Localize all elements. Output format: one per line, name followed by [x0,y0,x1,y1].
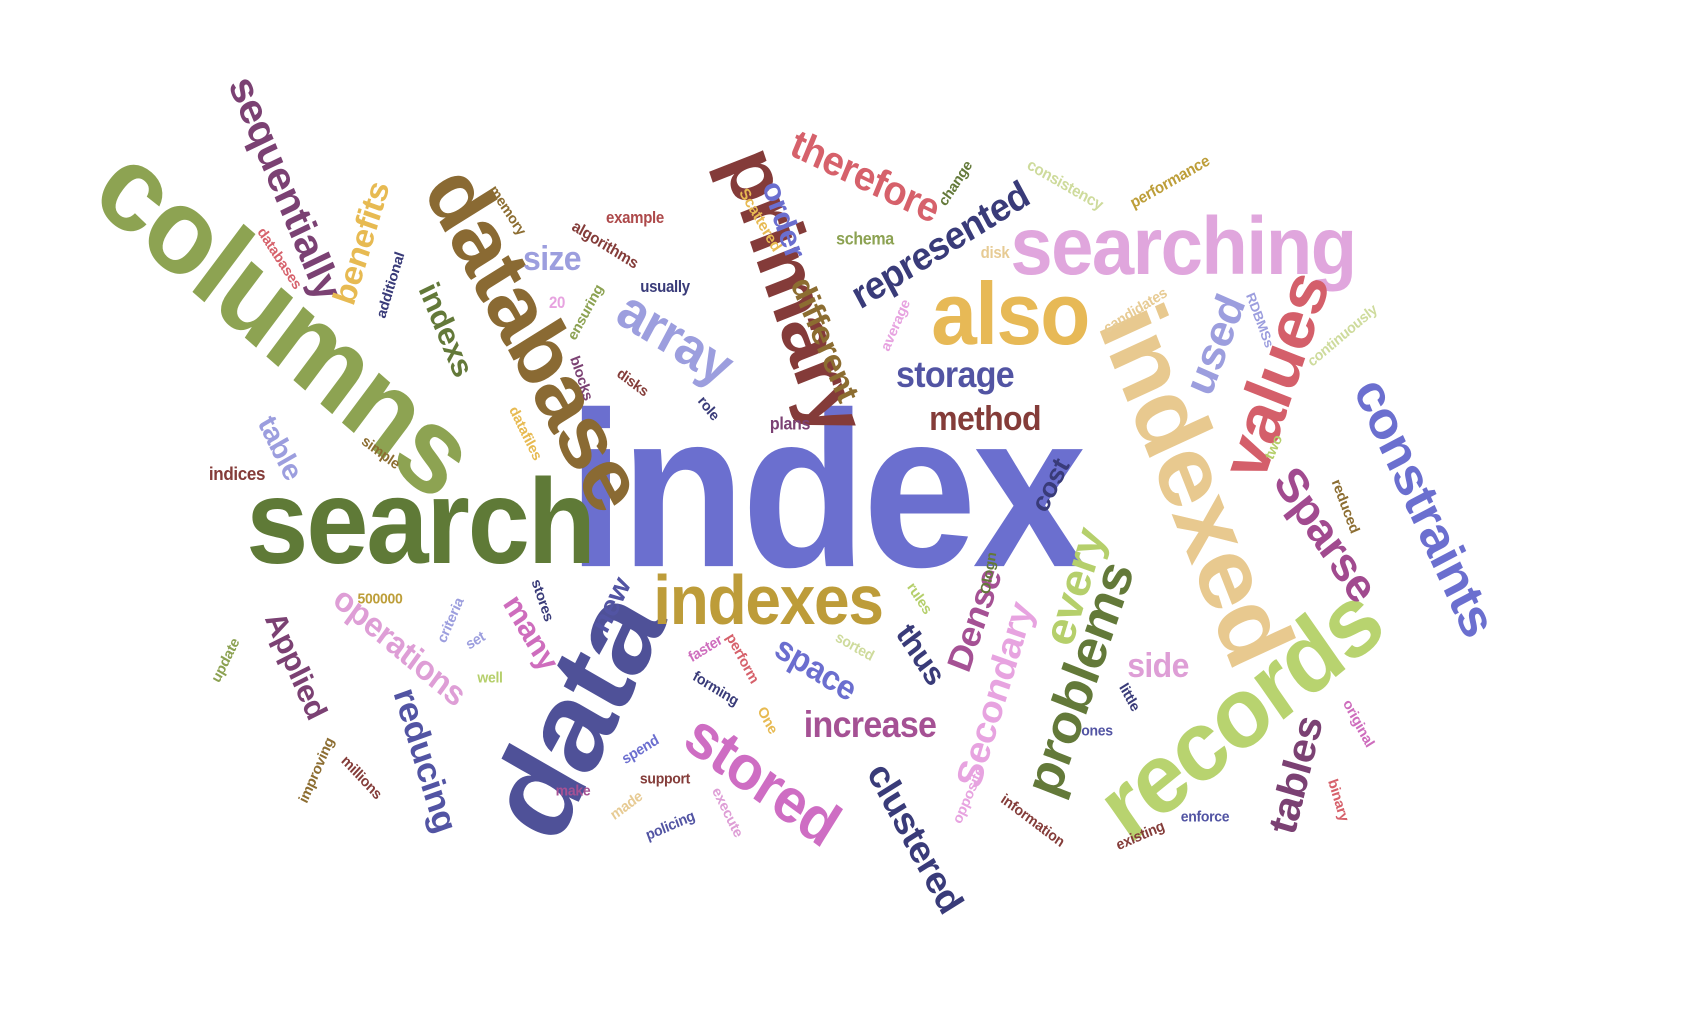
word: side [1127,645,1189,685]
word: millions [338,751,386,803]
word: also [931,265,1090,364]
word: increase [803,704,937,746]
word: disk [980,243,1010,263]
word: policing [643,806,697,844]
word: set [462,627,488,653]
word: schema [836,230,894,249]
word: example [606,208,664,228]
word: 20 [548,293,566,313]
word: forming [690,666,742,710]
word: method [929,398,1041,438]
word: constraints [1343,368,1507,646]
word: update [207,634,243,686]
word: index [567,366,1087,614]
word: make [555,781,591,799]
word: well [477,668,503,686]
word: Applied [258,606,333,726]
word: size [523,238,582,278]
word: storage [895,354,1015,396]
word: search [246,453,596,589]
word: additional [372,249,408,321]
word: indices [208,463,266,485]
word: data [460,567,690,863]
word: plans [769,415,811,434]
word: improving [294,734,338,806]
word: criteria [433,594,467,646]
word: made [606,786,646,824]
word: 500000 [357,589,403,607]
word: thus [889,617,952,692]
word: binary [1325,776,1353,824]
word: original [1339,696,1379,750]
word: indexes [653,561,884,639]
word: enforce [1180,807,1230,825]
word: One [754,703,782,737]
word: searching [1010,200,1357,293]
word: usually [640,277,690,297]
word: ones [1081,721,1113,739]
word: support [639,769,691,787]
word: little [1116,680,1144,714]
